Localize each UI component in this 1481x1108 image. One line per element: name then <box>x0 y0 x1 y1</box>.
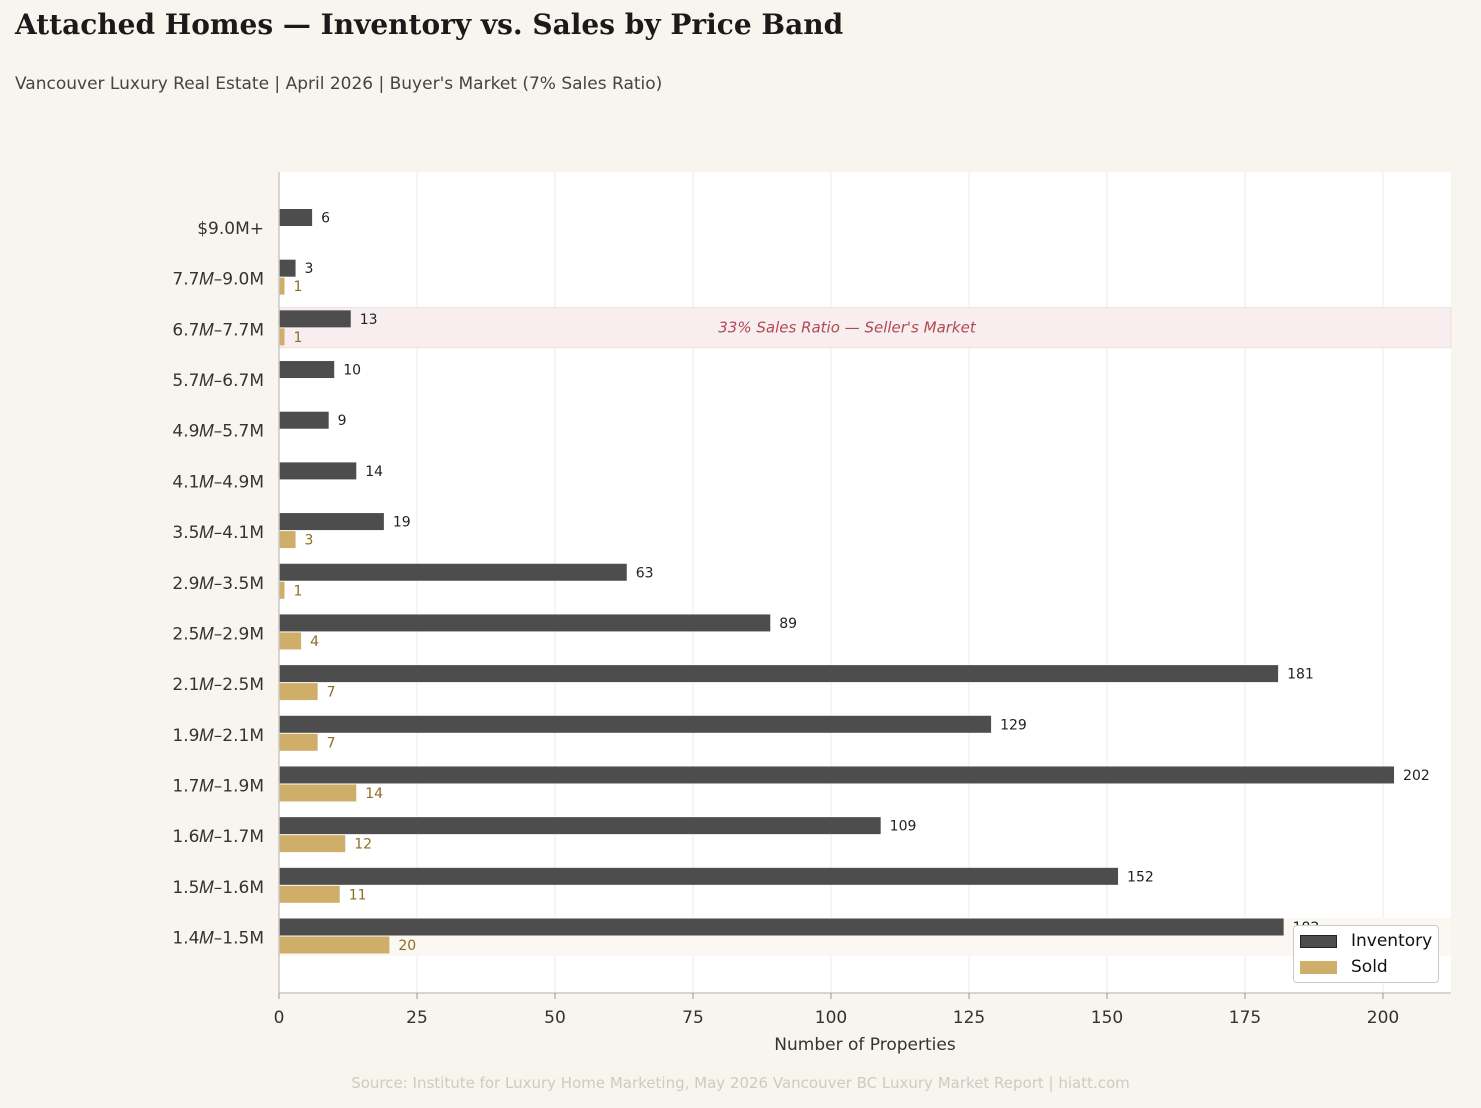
sold-bar <box>279 328 285 346</box>
sold-bar <box>279 936 390 954</box>
sold-value-label: 20 <box>398 938 416 954</box>
x-tick-label: 100 <box>815 1008 847 1028</box>
inventory-value-label: 3 <box>305 261 314 277</box>
inventory-value-label: 14 <box>365 464 383 480</box>
inventory-value-label: 13 <box>360 312 378 328</box>
inventory-value-label: 89 <box>779 616 797 632</box>
y-tick-label: 2.5𝑀–2.9M <box>172 624 264 644</box>
sold-bar <box>279 581 285 599</box>
inventory-bar <box>279 361 335 379</box>
y-tick-label: 6.7𝑀–7.7M <box>172 320 264 340</box>
sold-bar <box>279 733 318 751</box>
sold-value-label: 4 <box>310 634 319 650</box>
x-tick-label: 125 <box>953 1008 985 1028</box>
x-tick-label: 75 <box>682 1008 704 1028</box>
y-tick-label: 1.4𝑀–1.5M <box>172 929 264 949</box>
legend-label-sold: Sold <box>1351 957 1388 977</box>
x-tick-label: 50 <box>544 1008 566 1028</box>
sold-value-label: 7 <box>327 685 336 701</box>
x-tick-label: 25 <box>406 1008 428 1028</box>
legend-item-inventory: Inventory <box>1300 931 1432 951</box>
legend-swatch-inventory <box>1300 934 1337 948</box>
y-tick-label: 4.9𝑀–5.7M <box>172 422 264 442</box>
inventory-bar <box>279 614 771 632</box>
x-axis-label: Number of Properties <box>774 1035 956 1055</box>
inventory-value-label: 181 <box>1287 667 1314 683</box>
sold-bar <box>279 531 296 549</box>
sold-bar <box>279 632 302 650</box>
y-tick-label: 2.1𝑀–2.5M <box>172 675 264 695</box>
y-tick-label: $9.0M+ <box>197 219 264 239</box>
inventory-value-label: 10 <box>343 363 361 379</box>
chart-title: Attached Homes — Inventory vs. Sales by … <box>15 8 844 41</box>
inventory-bar <box>279 665 1279 683</box>
sold-value-label: 11 <box>349 887 367 903</box>
inventory-bar <box>279 259 296 277</box>
annotation-text: 33% Sales Ratio — Seller's Market <box>718 319 977 337</box>
x-tick-label: 0 <box>274 1008 285 1028</box>
y-tick-label: 1.9𝑀–2.1M <box>172 726 264 746</box>
inventory-value-label: 6 <box>321 211 330 227</box>
sold-value-label: 12 <box>354 837 372 853</box>
y-tick-label: 7.7𝑀–9.0M <box>172 270 264 290</box>
y-tick-label: 3.5𝑀–4.1M <box>172 523 264 543</box>
source-note: Source: Institute for Luxury Home Market… <box>351 1074 1130 1092</box>
inventory-bar <box>279 867 1119 885</box>
inventory-bar <box>279 462 357 480</box>
sold-bar <box>279 885 340 903</box>
sold-value-label: 3 <box>305 533 314 549</box>
inventory-value-label: 129 <box>1000 717 1027 733</box>
y-tick-label: 1.7𝑀–1.9M <box>172 776 264 796</box>
y-tick-label: 4.1𝑀–4.9M <box>172 472 264 492</box>
legend-label-inventory: Inventory <box>1351 931 1433 951</box>
inventory-value-label: 109 <box>890 819 917 835</box>
inventory-bar <box>279 513 384 531</box>
inventory-bar <box>279 715 992 733</box>
inventory-bar <box>279 817 881 835</box>
highlight-band <box>278 307 1452 349</box>
sold-bar <box>279 277 285 295</box>
y-tick-label: 1.6𝑀–1.7M <box>172 827 264 847</box>
x-tick-label: 200 <box>1367 1008 1399 1028</box>
inventory-value-label: 152 <box>1127 869 1154 885</box>
inventory-bar <box>279 209 313 226</box>
chart-subtitle: Vancouver Luxury Real Estate | April 202… <box>15 74 663 94</box>
sold-value-label: 1 <box>294 279 303 295</box>
legend-item-sold: Sold <box>1300 957 1388 977</box>
inventory-value-label: 202 <box>1403 768 1430 784</box>
inventory-bar <box>279 310 351 328</box>
sold-bar <box>279 784 357 802</box>
sold-value-label: 7 <box>327 735 336 751</box>
inventory-bar <box>279 918 1284 936</box>
sold-bar <box>279 683 318 701</box>
y-tick-label: 2.9𝑀–3.5M <box>172 574 264 594</box>
inventory-bar <box>279 563 627 581</box>
sold-value-label: 1 <box>294 583 303 599</box>
inventory-value-label: 19 <box>393 515 411 531</box>
inventory-value-label: 63 <box>636 565 654 581</box>
y-tick-label: 1.5𝑀–1.6M <box>172 878 264 898</box>
inventory-bar <box>279 766 1395 784</box>
inventory-bar <box>279 411 329 429</box>
legend: Inventory Sold <box>1293 925 1439 983</box>
sold-bar <box>279 835 346 853</box>
x-tick-label: 175 <box>1229 1008 1261 1028</box>
sold-value-label: 1 <box>294 330 303 346</box>
x-tick-label: 150 <box>1091 1008 1123 1028</box>
legend-swatch-sold <box>1300 960 1337 974</box>
sold-value-label: 14 <box>365 786 383 802</box>
y-tick-label: 5.7𝑀–6.7M <box>172 371 264 391</box>
inventory-value-label: 9 <box>338 413 347 429</box>
